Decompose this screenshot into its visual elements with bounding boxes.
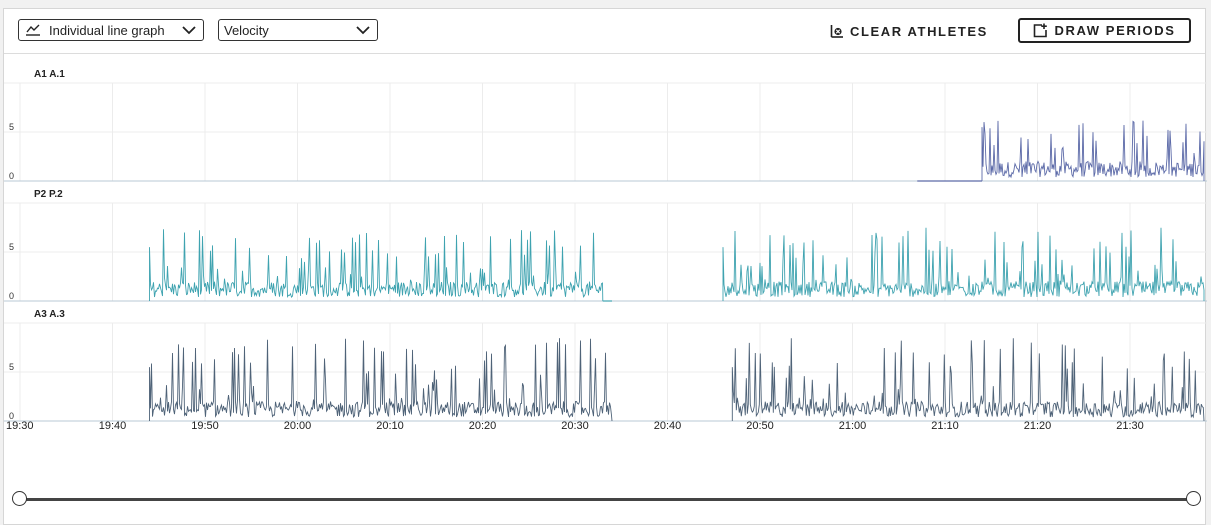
y-tick-label: 5 bbox=[9, 122, 14, 132]
chevron-down-icon bbox=[182, 26, 196, 35]
time-range-slider[interactable] bbox=[4, 485, 1207, 515]
clear-athletes-label: CLEAR ATHLETES bbox=[850, 23, 988, 39]
y-tick-label: 5 bbox=[9, 242, 14, 252]
x-tick-label: 19:30 bbox=[6, 420, 34, 432]
x-tick-label: 20:40 bbox=[654, 420, 682, 432]
x-tick-label: 20:30 bbox=[561, 420, 589, 432]
athlete-label: A1 A.1 bbox=[34, 69, 65, 80]
draw-periods-button[interactable]: DRAW PERIODS bbox=[1018, 18, 1191, 43]
graph-type-value: Individual line graph bbox=[49, 22, 165, 38]
add-period-icon bbox=[1034, 23, 1048, 38]
x-tick-label: 21:10 bbox=[931, 420, 959, 432]
x-tick-label: 20:20 bbox=[469, 420, 497, 432]
metric-value: Velocity bbox=[224, 22, 269, 38]
athlete-label: A3 A.3 bbox=[34, 309, 65, 320]
series-line bbox=[731, 338, 1205, 422]
x-tick-label: 21:00 bbox=[839, 420, 867, 432]
x-tick-label: 20:00 bbox=[284, 420, 312, 432]
line-graph-icon bbox=[26, 24, 40, 36]
y-tick-label: 0 bbox=[9, 171, 14, 181]
x-tick-label: 21:20 bbox=[1024, 420, 1052, 432]
x-tick-label: 19:40 bbox=[99, 420, 127, 432]
y-tick-label: 0 bbox=[9, 291, 14, 301]
metric-select[interactable]: Velocity bbox=[218, 19, 378, 41]
chart-svg: A1 A.1 0 5 P2 P.2 0 5 A3 A.3 0 5 19:30 19:40 19:50 2… bbox=[4, 69, 1207, 432]
range-end-handle[interactable] bbox=[1186, 491, 1201, 506]
series-line bbox=[149, 229, 604, 302]
x-tick-label: 20:10 bbox=[376, 420, 404, 432]
graph-type-select[interactable]: Individual line graph bbox=[18, 19, 204, 41]
clear-icon bbox=[830, 25, 843, 38]
x-tick-label: 21:30 bbox=[1116, 420, 1144, 432]
line-charts[interactable]: A1 A.1 0 5 P2 P.2 0 5 A3 A.3 0 5 19:30 19:40 19:50 2… bbox=[4, 53, 1207, 453]
chart-panel: Individual line graph Velocity CLEAR ATH… bbox=[3, 8, 1207, 525]
y-tick-label: 0 bbox=[9, 411, 14, 421]
x-tick-label: 19:50 bbox=[191, 420, 219, 432]
y-tick-label: 5 bbox=[9, 362, 14, 372]
clear-athletes-button[interactable]: CLEAR ATHLETES bbox=[830, 21, 988, 41]
series-line bbox=[981, 120, 1205, 181]
toolbar: Individual line graph Velocity CLEAR ATH… bbox=[4, 9, 1205, 54]
x-tick-label: 20:50 bbox=[746, 420, 774, 432]
series-line bbox=[149, 338, 613, 422]
slider-track bbox=[18, 498, 1194, 501]
series-line bbox=[722, 227, 1205, 301]
athlete-label: P2 P.2 bbox=[34, 189, 63, 200]
chevron-down-icon bbox=[356, 26, 370, 35]
draw-periods-label: DRAW PERIODS bbox=[1054, 23, 1176, 38]
range-start-handle[interactable] bbox=[12, 491, 27, 506]
